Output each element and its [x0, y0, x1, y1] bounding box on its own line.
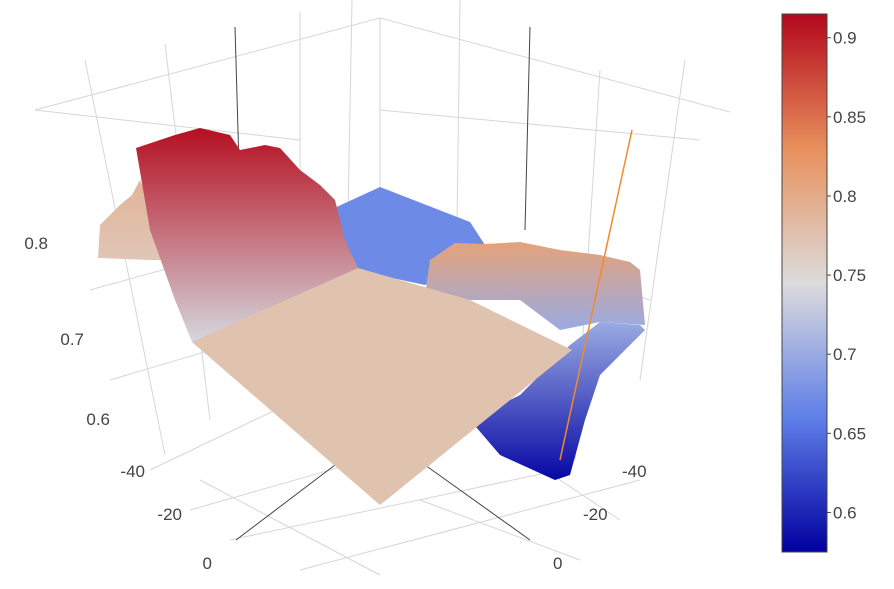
z-tick-label: 0.8 — [24, 234, 48, 253]
colorbar-tick-label: 0.75 — [833, 266, 866, 285]
colorbar-gradient — [781, 13, 828, 553]
colorbar-ticks: 0.6 0.65 0.7 0.75 0.8 0.85 0.9 — [827, 29, 866, 522]
y-axis-ticks: -40 -20 0 — [553, 462, 647, 573]
x-tick-label: -40 — [120, 462, 145, 481]
colorbar-tick-label: 0.6 — [833, 503, 857, 522]
surface-front-plane — [192, 268, 572, 505]
z-tick-label: 0.7 — [60, 330, 84, 349]
colorbar-tick-label: 0.9 — [833, 29, 857, 48]
y-tick-label: -20 — [583, 505, 608, 524]
z-axis-ticks: 0.8 0.7 0.6 — [24, 234, 110, 429]
y-tick-label: 0 — [553, 554, 562, 573]
y-tick-label: -40 — [622, 462, 647, 481]
colorbar: 0.6 0.65 0.7 0.75 0.8 0.85 0.9 — [781, 13, 866, 553]
colorbar-tick-label: 0.65 — [833, 424, 866, 443]
colorbar-tick-label: 0.7 — [833, 345, 857, 364]
x-tick-label: 0 — [203, 554, 212, 573]
surface-right-ridge — [425, 242, 645, 330]
colorbar-tick-label: 0.8 — [833, 187, 857, 206]
surface-right-well — [470, 322, 645, 480]
x-axis-ticks: -40 -20 0 — [120, 462, 212, 573]
colorbar-tick-label: 0.85 — [833, 108, 866, 127]
x-tick-label: -20 — [157, 505, 182, 524]
surface — [98, 128, 645, 505]
line-trace — [559, 129, 633, 461]
z-tick-label: 0.6 — [86, 410, 110, 429]
surface-left-ridge — [136, 128, 358, 342]
